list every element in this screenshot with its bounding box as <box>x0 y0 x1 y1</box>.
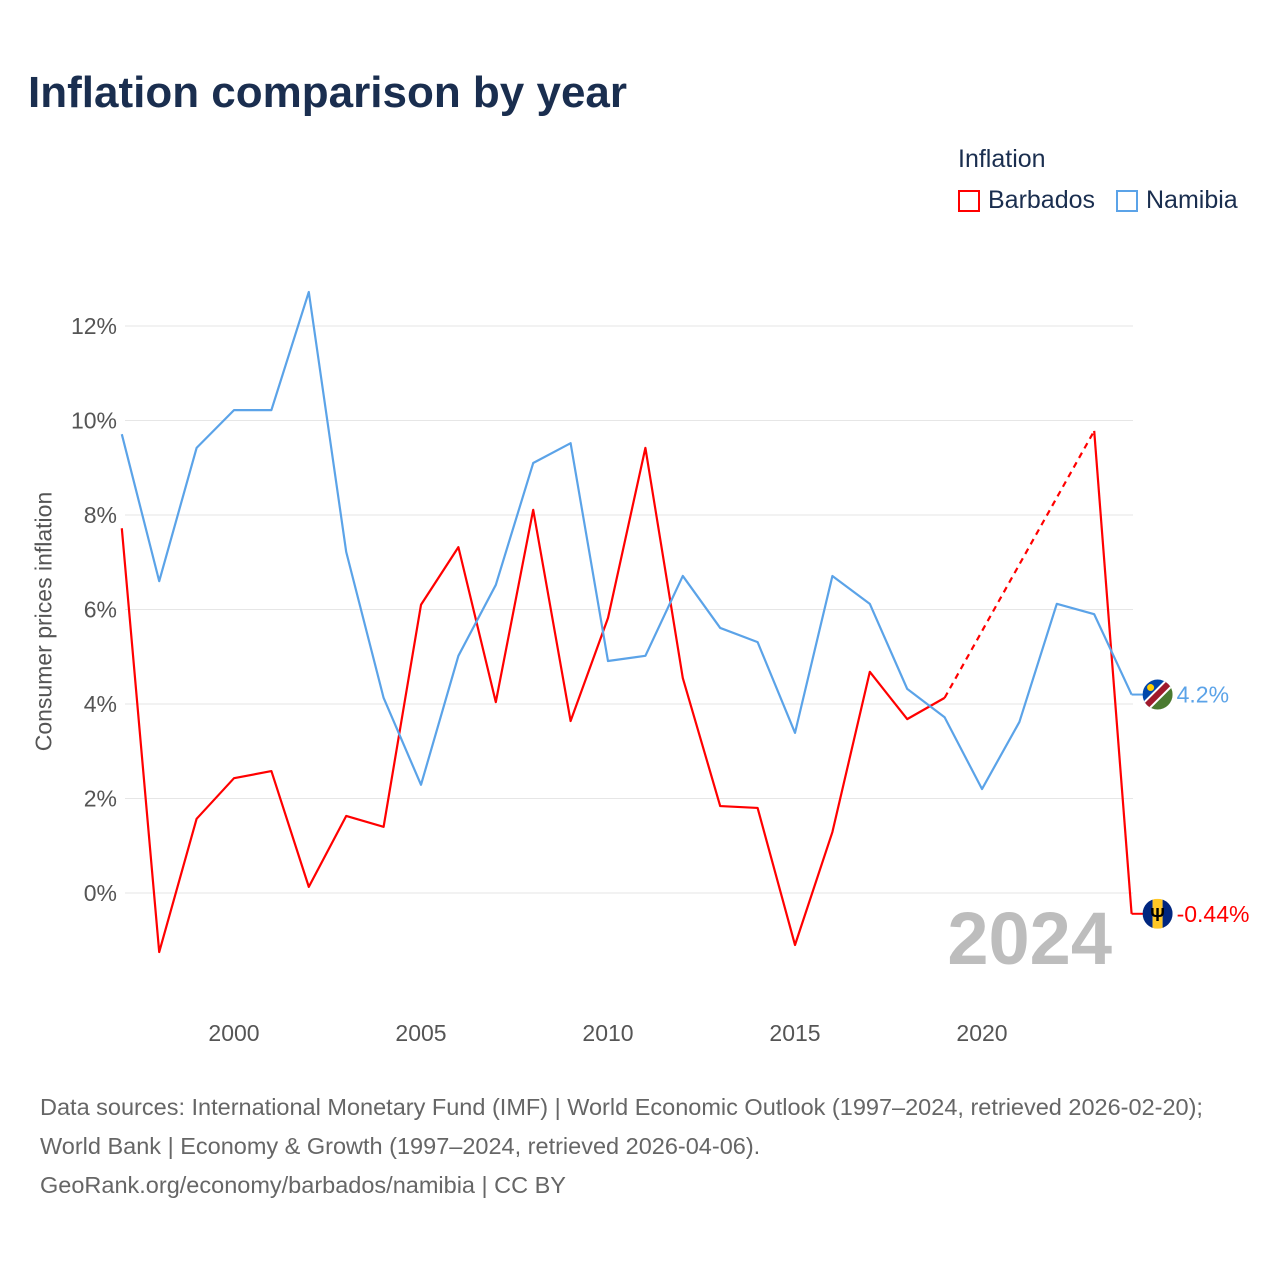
y-tick-label: 0% <box>84 880 117 906</box>
namibia-flag-icon <box>1142 679 1173 710</box>
x-tick-label: 2005 <box>395 1020 446 1046</box>
x-tick-label: 2010 <box>582 1020 633 1046</box>
legend-item-namibia[interactable]: Namibia <box>1116 186 1238 215</box>
source-link[interactable]: GeoRank.org/economy/barbados/namibia | C… <box>40 1172 566 1198</box>
series-line-namibia <box>120 290 1133 791</box>
chart-title: Inflation comparison by year <box>28 68 628 117</box>
svg-text:Ψ: Ψ <box>1150 905 1165 925</box>
y-tick-label: 10% <box>71 408 117 434</box>
y-tick-label: 2% <box>84 786 117 812</box>
series-line-barbados <box>1093 430 1133 914</box>
x-tick-label: 2015 <box>769 1020 820 1046</box>
end-value-label: 4.2% <box>1177 682 1229 708</box>
end-value-label: -0.44% <box>1177 901 1250 927</box>
series-gap-barbados <box>943 430 1096 699</box>
x-tick-label: 2020 <box>956 1020 1007 1046</box>
x-tick-label: 2000 <box>208 1020 259 1046</box>
barbados-flag-icon: Ψ <box>1142 898 1173 929</box>
source-note: Data sources: International Monetary Fun… <box>40 1088 1250 1205</box>
y-tick-label: 4% <box>84 691 117 717</box>
legend-item-barbados[interactable]: Barbados <box>958 186 1095 215</box>
legend-label: Namibia <box>1146 186 1238 214</box>
legend-label: Barbados <box>988 186 1096 214</box>
y-tick-label: 12% <box>71 313 117 339</box>
legend-swatch <box>958 189 980 212</box>
legend-swatch <box>1116 189 1138 212</box>
series-line-barbados <box>120 446 946 954</box>
y-tick-label: 8% <box>84 502 117 528</box>
year-watermark: 2024 <box>947 897 1112 980</box>
source-text: Data sources: International Monetary Fun… <box>40 1094 1203 1159</box>
y-tick-label: 6% <box>84 597 117 623</box>
legend-title: Inflation <box>958 145 1046 173</box>
